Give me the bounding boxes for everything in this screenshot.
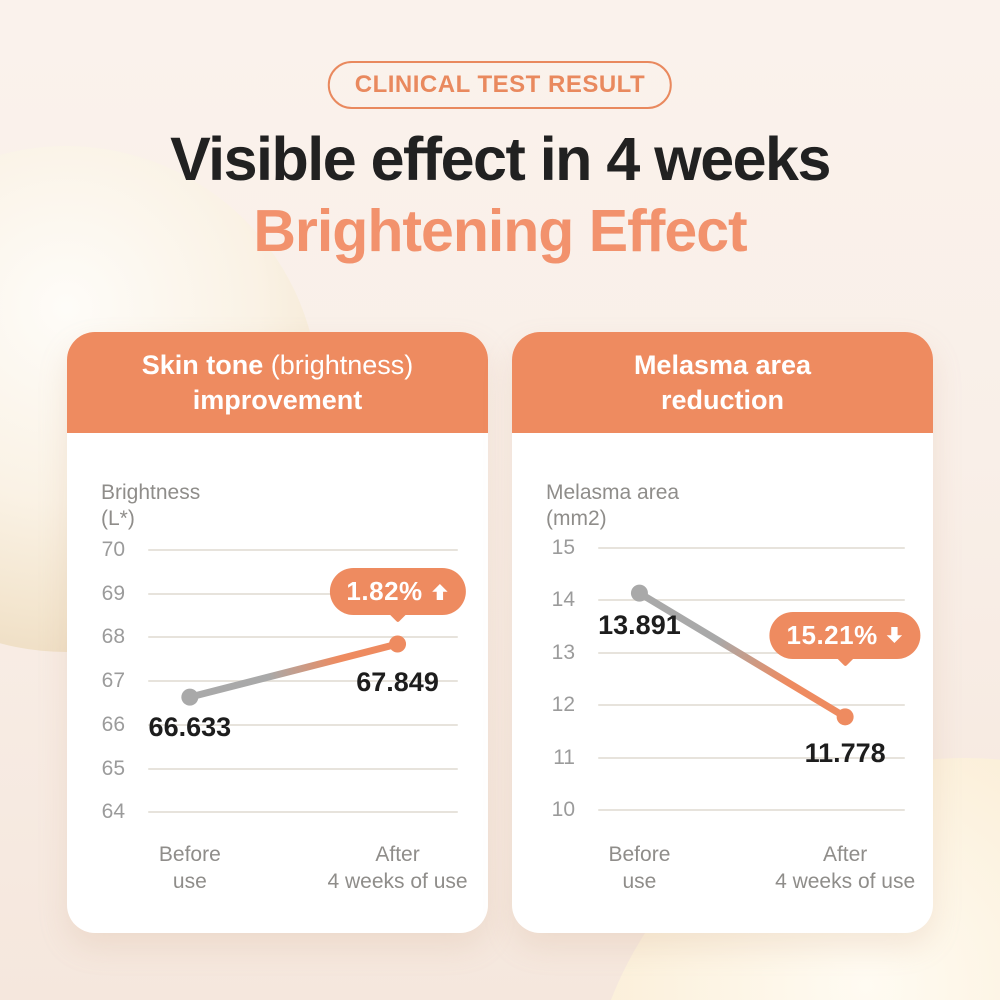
y-axis-title-line: Melasma area (546, 481, 680, 504)
card-header: Melasma area reduction (512, 332, 933, 433)
value-label: 67.849 (356, 667, 439, 697)
y-tick-label: 68 (101, 625, 125, 649)
x-axis-label: After 4 weeks of use (775, 843, 916, 893)
y-tick-label: 14 (551, 588, 575, 612)
gridline (148, 723, 458, 726)
y-axis-title-line: (mm2) (546, 507, 607, 530)
y-tick-label: 15 (551, 536, 575, 559)
y-tick-label: 67 (101, 669, 125, 693)
gridline (598, 704, 905, 707)
value-label: 13.891 (598, 610, 681, 641)
badge-tail (835, 648, 855, 667)
y-tick-label: 11 (553, 745, 575, 769)
card-title-bold: Skin tone (141, 349, 264, 380)
gridline (598, 809, 905, 811)
clinical-test-badge: CLINICAL TEST RESULT (327, 61, 673, 109)
gridline (148, 636, 458, 639)
line-chart: 70 69 68 67 66 65 64 66.633 67.849 Before use After… (67, 332, 488, 933)
skin-tone-card: Skin tone (brightness) improvement Brigh… (67, 332, 488, 933)
gridline (598, 756, 905, 759)
data-point-after (836, 708, 854, 726)
card-header: Skin tone (brightness) improvement (67, 332, 488, 433)
card-title-line2: improvement (192, 384, 363, 415)
gridline (148, 592, 458, 595)
change-percent: 1.82% (346, 576, 423, 606)
x-axis-label: Before use (608, 843, 671, 893)
y-tick-label: 12 (551, 693, 575, 717)
card-title-light: (brightness) (263, 349, 414, 380)
y-axis-title: Melasma area (mm2) (546, 480, 679, 532)
x-axis-label: Before use (158, 843, 221, 893)
y-tick-label: 65 (101, 756, 125, 780)
gridline (148, 767, 458, 770)
y-axis-title-line: Brightness (101, 481, 201, 504)
melasma-area-card: Melasma area reduction Melasma area (mm2… (512, 332, 933, 933)
gridline (598, 599, 905, 602)
gridline (148, 549, 458, 551)
line-chart: 15 14 13 12 11 10 13.891 11.778 Before use After 4 … (512, 332, 933, 933)
card-title-bold: Melasma area (633, 349, 812, 380)
page-subtitle: Brightening Effect (253, 198, 747, 264)
badge-tail (388, 604, 407, 623)
card-title-line1: Melasma area (634, 348, 811, 383)
change-badge: 1.82% (329, 568, 466, 623)
card-title-line2: reduction (660, 384, 784, 415)
y-tick-label: 69 (101, 581, 125, 605)
page-title: Visible effect in 4 weeks (170, 125, 831, 193)
card-title-line1: Skin tone (brightness) (142, 348, 414, 383)
change-badge: 15.21% (769, 611, 921, 667)
arrow-down-icon (886, 627, 903, 644)
data-point-before (181, 688, 199, 706)
y-axis-title-line: (L*) (101, 507, 135, 530)
y-tick-label: 64 (101, 800, 125, 824)
y-axis-title: Brightness (L*) (101, 480, 200, 532)
y-tick-label: 10 (551, 798, 575, 821)
gridline (148, 811, 458, 814)
arrow-up-icon (431, 583, 448, 600)
gridline (598, 547, 905, 549)
y-tick-label: 13 (551, 640, 575, 664)
data-point-after (389, 635, 407, 653)
value-label: 11.778 (804, 737, 886, 768)
change-percent: 15.21% (786, 619, 878, 650)
y-tick-label: 66 (101, 712, 125, 736)
y-tick-label: 70 (101, 538, 125, 561)
x-axis-label: After 4 weeks of use (327, 843, 468, 893)
value-label: 66.633 (148, 712, 232, 743)
